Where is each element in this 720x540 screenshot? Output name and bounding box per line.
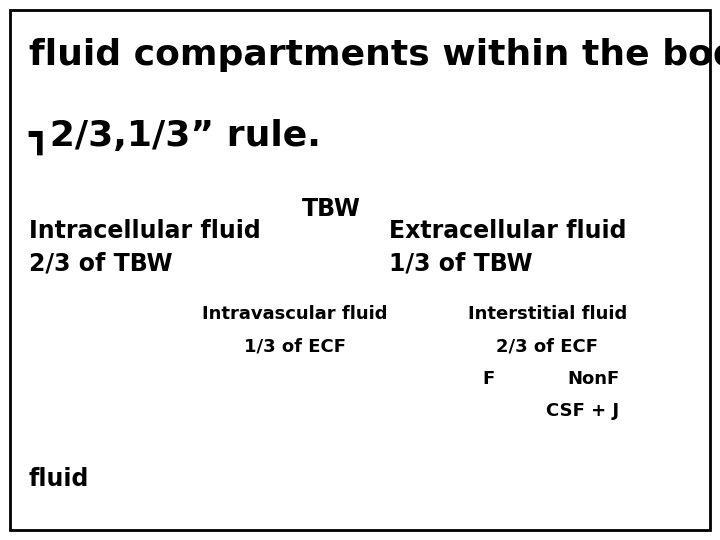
Text: NonF: NonF: [567, 370, 619, 388]
Text: Interstitial fluid: Interstitial fluid: [467, 305, 627, 323]
Text: 2/3 of TBW: 2/3 of TBW: [29, 251, 172, 275]
Text: F: F: [482, 370, 495, 388]
Text: ┓2/3,1/3” rule.: ┓2/3,1/3” rule.: [29, 119, 322, 155]
FancyBboxPatch shape: [10, 10, 710, 530]
Text: 1/3 of TBW: 1/3 of TBW: [389, 251, 532, 275]
Text: fluid compartments within the body: fluid compartments within the body: [29, 38, 720, 72]
Text: CSF + J: CSF + J: [546, 402, 619, 420]
Text: 1/3 of ECF: 1/3 of ECF: [244, 338, 346, 355]
Text: TBW: TBW: [302, 197, 361, 221]
Text: Intravascular fluid: Intravascular fluid: [202, 305, 388, 323]
Text: 2/3 of ECF: 2/3 of ECF: [496, 338, 598, 355]
Text: Extracellular fluid: Extracellular fluid: [389, 219, 626, 242]
Text: fluid: fluid: [29, 467, 89, 491]
Text: Intracellular fluid: Intracellular fluid: [29, 219, 261, 242]
